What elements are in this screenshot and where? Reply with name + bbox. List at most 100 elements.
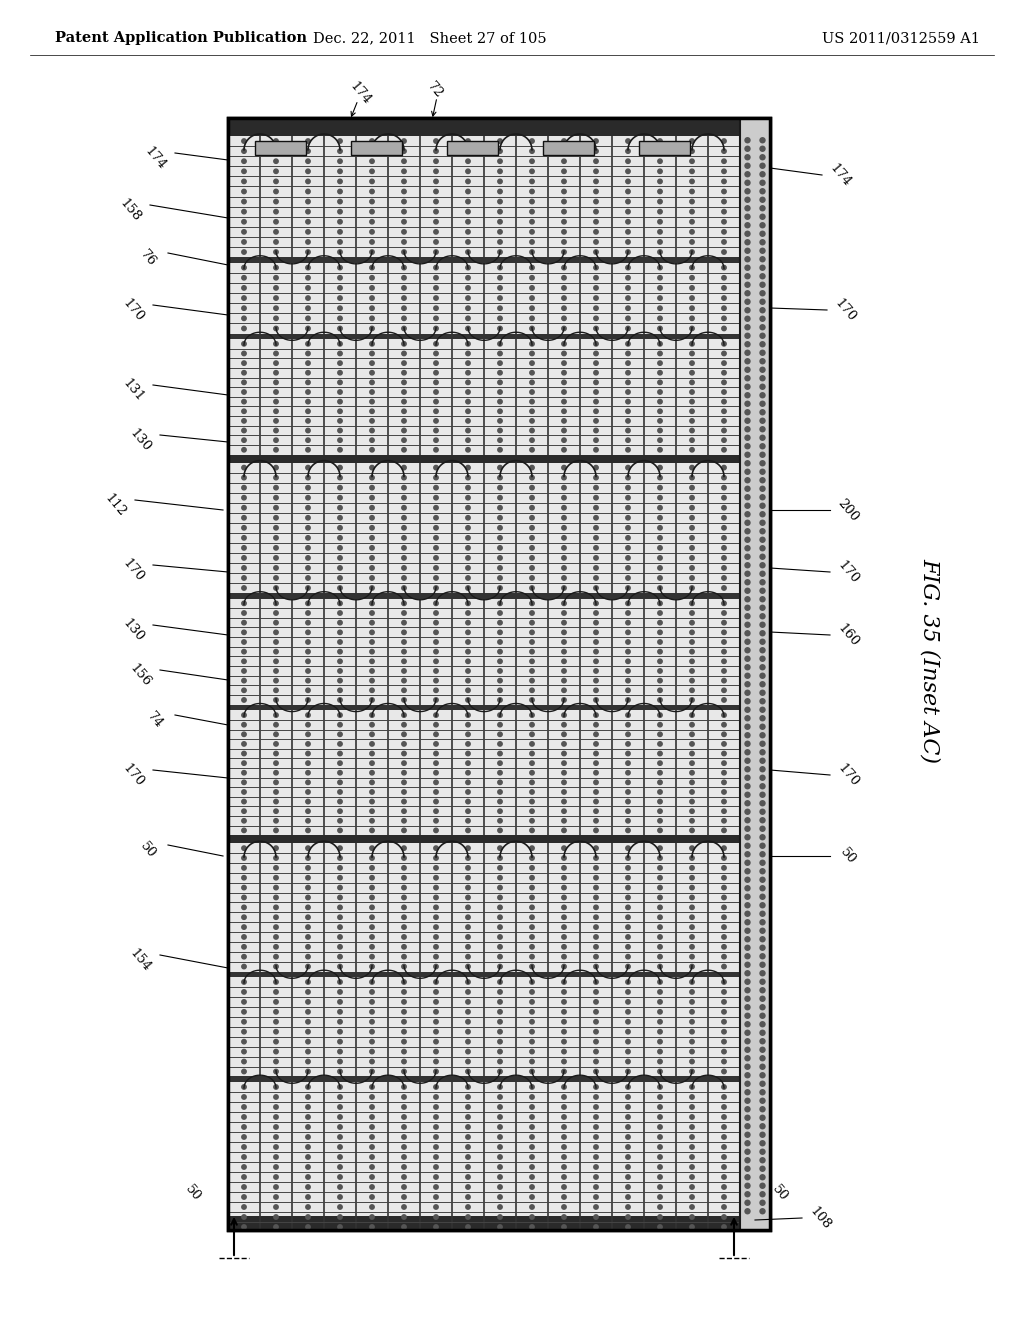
Circle shape [657,1105,663,1109]
Circle shape [401,276,407,280]
Circle shape [273,169,279,173]
Circle shape [657,1135,663,1139]
Circle shape [626,1049,630,1053]
Circle shape [401,742,407,746]
Circle shape [466,780,470,784]
Circle shape [562,556,566,560]
Circle shape [760,606,765,610]
Circle shape [273,1069,279,1073]
Circle shape [273,342,279,346]
Circle shape [657,722,663,727]
Circle shape [760,861,765,865]
Circle shape [690,990,694,994]
Circle shape [242,545,246,550]
Circle shape [745,733,750,738]
Circle shape [370,1185,374,1189]
Circle shape [562,630,566,635]
Circle shape [242,990,246,994]
Circle shape [466,149,470,153]
Circle shape [338,688,342,693]
Circle shape [657,149,663,153]
Circle shape [434,351,438,355]
Circle shape [529,276,535,280]
Circle shape [594,999,598,1005]
Circle shape [562,1125,566,1129]
Circle shape [722,1164,726,1170]
Circle shape [594,230,598,234]
Circle shape [760,367,765,372]
Circle shape [338,230,342,234]
Circle shape [498,536,502,540]
Circle shape [722,180,726,183]
Circle shape [760,409,765,414]
Circle shape [370,906,374,909]
Circle shape [562,649,566,653]
Circle shape [745,147,750,152]
Circle shape [306,389,310,395]
Circle shape [401,516,407,520]
Circle shape [626,428,630,433]
Circle shape [745,639,750,644]
Circle shape [242,611,246,615]
Circle shape [434,760,438,766]
Circle shape [401,809,407,813]
Circle shape [401,895,407,900]
Circle shape [306,915,310,920]
Circle shape [690,315,694,321]
Circle shape [745,861,750,865]
Circle shape [594,199,598,203]
Circle shape [370,669,374,673]
Circle shape [562,536,566,540]
Circle shape [594,536,598,540]
Circle shape [370,1195,374,1199]
Text: 170: 170 [120,762,146,789]
Circle shape [498,306,502,310]
Circle shape [722,678,726,682]
Circle shape [370,139,374,144]
Circle shape [401,486,407,490]
Circle shape [760,631,765,636]
Circle shape [657,265,663,269]
Circle shape [722,789,726,795]
Circle shape [273,306,279,310]
Circle shape [273,678,279,682]
Circle shape [722,906,726,909]
Circle shape [338,875,342,880]
Circle shape [401,1019,407,1024]
Circle shape [562,169,566,173]
Circle shape [498,189,502,194]
Circle shape [594,296,598,300]
Circle shape [242,669,246,673]
Circle shape [242,296,246,300]
Circle shape [498,1030,502,1034]
Circle shape [529,751,535,756]
Circle shape [760,461,765,466]
Circle shape [562,640,566,644]
Circle shape [466,1185,470,1189]
Circle shape [306,516,310,520]
Circle shape [401,418,407,424]
Circle shape [722,466,726,470]
Circle shape [273,265,279,269]
Circle shape [401,1135,407,1139]
Bar [228,117,770,1230]
Circle shape [498,1195,502,1199]
Circle shape [529,828,535,833]
Circle shape [370,169,374,173]
Circle shape [626,1069,630,1073]
Circle shape [594,789,598,795]
Circle shape [370,1155,374,1159]
Circle shape [401,556,407,560]
Circle shape [434,611,438,615]
Circle shape [242,169,246,173]
Bar [228,972,740,977]
Circle shape [370,828,374,833]
Circle shape [370,818,374,822]
Circle shape [594,1019,598,1024]
Circle shape [745,393,750,397]
Circle shape [498,678,502,682]
Circle shape [306,199,310,203]
Circle shape [273,1115,279,1119]
Circle shape [242,846,246,850]
Circle shape [722,935,726,939]
